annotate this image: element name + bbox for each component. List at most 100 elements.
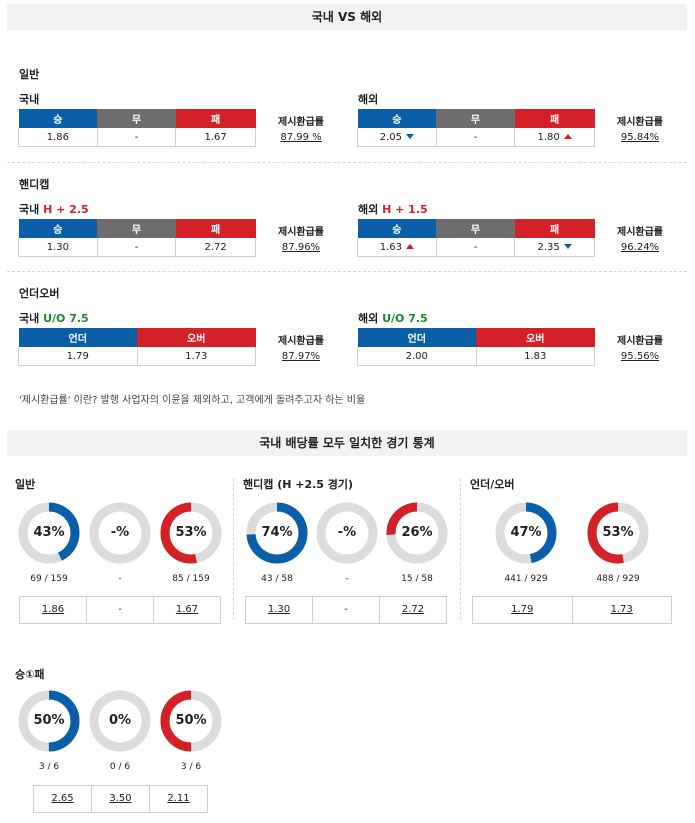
col-win: 승 [357,108,437,128]
stats-odds-cell[interactable]: 1.79 [511,604,534,615]
odds-over: 1.83 [475,346,595,366]
return-rate-note: '제시환급률' 이란? 발행 사업자의 이윤을 제외하고, 고객에게 돌려주고자… [19,395,366,406]
col-draw: 무 [436,218,515,238]
section-overunder-label: 언더오버 [19,287,60,300]
donut-percent: 74% [261,525,293,540]
donut-count: - [345,574,349,584]
donut-arc [160,502,222,564]
stats-odds-cell[interactable]: 2.11 [149,786,207,812]
donut-percent: 50% [175,713,207,728]
odds-lose: 1.67 [175,127,256,147]
section-general-label: 일반 [19,68,40,81]
odds-draw: - [96,237,177,257]
stats-overunder-title: 언더/오버 [470,478,515,491]
overseas-overunder-label: 해외 U/O 7.5 [358,312,428,325]
odds-win: 1.86 [18,127,98,147]
return-rate-label: 제시환급률 [617,227,663,238]
donut-count: 441 / 929 [504,574,548,584]
odds-win: 1.30 [18,237,98,257]
return-rate-label: 제시환급률 [278,227,324,238]
donut-arc [18,690,80,752]
return-rate-value: 95.56% [620,351,660,362]
domestic-general-odds-table: 승 무 패 1.86 - 1.67 [18,108,256,147]
up-arrow-icon [563,134,572,139]
stats-odds-cell[interactable]: 2.65 [51,793,74,804]
donut-chart [587,502,649,564]
overseas-general-odds-table: 승 무 패 2.05 - 1.80 [357,108,595,147]
donut-count: 3 / 6 [180,762,202,772]
overseas-general-label: 해외 [358,93,379,106]
stats-odds-cell[interactable]: 1.67 [153,597,220,623]
col-win: 승 [357,218,437,238]
stats-odds-cell[interactable]: 1.86 [41,604,65,615]
odds-under: 2.00 [357,346,477,366]
col-over: 오버 [476,327,595,347]
return-rate-label: 제시환급률 [617,336,663,347]
domestic-general-label: 국내 [19,93,40,106]
donut-count: 85 / 159 [172,574,210,584]
donut-count: 43 / 58 [261,574,293,584]
col-under: 언더 [18,327,137,347]
donut-chart [89,502,151,564]
stats-odds-cell[interactable]: 2.72 [379,597,446,623]
return-rate-label: 제시환급률 [278,117,324,128]
overseas-overunder-odds-table: 언더 오버 2.00 1.83 [357,327,595,366]
return-rate-label: 제시환급률 [278,336,324,347]
donut-percent: 0% [108,713,132,728]
stats-odds-cell[interactable]: 1.30 [267,604,291,615]
donut-arc [18,502,80,564]
return-rate-value: 87.96% [281,242,321,253]
donut-track [316,502,378,564]
donut-count: 3 / 6 [38,762,60,772]
donut-arc [160,690,222,752]
odds-win: 2.05 [357,127,437,147]
col-over: 오버 [137,327,256,347]
stats-odds-cell[interactable]: 1.73 [571,597,672,623]
col-win: 승 [18,218,98,238]
odds-win: 1.63 [357,237,437,257]
odds-lose: 2.35 [514,237,595,257]
domestic-overunder-odds-table: 언더 오버 1.79 1.73 [18,327,256,366]
stats-odds-box: 1.86 -1.67 [19,596,221,624]
donut-arc [495,502,557,564]
divider [7,271,687,272]
down-arrow-icon [563,244,572,249]
domestic-overunder-label: 국내 U/O 7.5 [19,312,89,325]
return-rate-value: 96.24% [620,242,660,253]
divider [460,478,461,620]
divider [7,162,687,163]
donut-percent: 53% [175,525,207,540]
donut-count: 488 / 929 [596,574,640,584]
donut-percent: 26% [401,525,433,540]
divider [233,478,234,620]
col-lose: 패 [514,218,595,238]
col-under: 언더 [357,327,476,347]
donut-track [89,502,151,564]
donut-chart [18,690,80,752]
donut-percent: 50% [33,713,65,728]
return-rate-value: 87.99 % [280,132,322,143]
donut-percent: 43% [33,525,65,540]
donut-chart [386,502,448,564]
col-draw: 무 [97,108,176,128]
odds-draw: - [435,237,516,257]
odds-draw: - [96,127,177,147]
section-handicap-label: 핸디캡 [19,178,50,191]
page-title: 국내 VS 해외 [7,4,687,30]
donut-chart [495,502,557,564]
stats-handicap-title: 핸디캡 (H +2.5 경기) [243,478,354,491]
donut-count: 0 / 6 [109,762,131,772]
return-rate-label: 제시환급률 [617,117,663,128]
donut-percent: 53% [602,525,634,540]
stats-wdl-title: 승①패 [15,668,45,681]
return-rate-value: 87.97% [281,351,321,362]
stats-odds-cell: - [86,597,153,623]
down-arrow-icon [405,134,414,139]
odds-under: 1.79 [18,346,138,366]
odds-lose: 1.80 [514,127,595,147]
donut-chart [18,502,80,564]
donut-chart [89,690,151,752]
col-win: 승 [18,108,98,128]
stats-odds-cell[interactable]: 3.50 [91,786,149,812]
stats-odds-box: 1.79 1.73 [472,596,672,624]
